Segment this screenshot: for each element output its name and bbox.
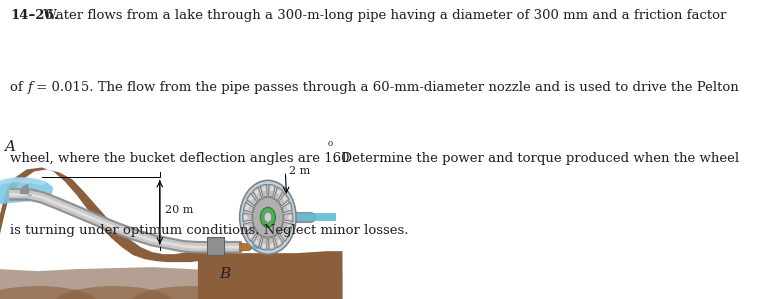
Polygon shape bbox=[253, 244, 260, 250]
Wedge shape bbox=[260, 237, 267, 250]
Wedge shape bbox=[260, 184, 267, 197]
Wedge shape bbox=[263, 187, 266, 191]
Wedge shape bbox=[249, 233, 253, 239]
Wedge shape bbox=[284, 213, 293, 222]
Wedge shape bbox=[244, 222, 253, 232]
Ellipse shape bbox=[129, 286, 251, 299]
Circle shape bbox=[240, 180, 296, 254]
Text: is turning under optimum conditions. Neglect minor losses.: is turning under optimum conditions. Neg… bbox=[10, 224, 409, 237]
Ellipse shape bbox=[205, 286, 327, 299]
Wedge shape bbox=[263, 243, 266, 248]
Circle shape bbox=[264, 212, 272, 222]
Wedge shape bbox=[277, 190, 281, 195]
Wedge shape bbox=[247, 228, 257, 242]
Text: Water flows from a lake through a 300-m-long pipe having a diameter of 300 mm an: Water flows from a lake through a 300-m-… bbox=[39, 9, 726, 22]
Text: of: of bbox=[10, 81, 27, 94]
Wedge shape bbox=[247, 193, 257, 206]
Wedge shape bbox=[277, 239, 281, 245]
Circle shape bbox=[260, 207, 275, 227]
Wedge shape bbox=[282, 233, 287, 239]
Wedge shape bbox=[274, 234, 283, 248]
Wedge shape bbox=[243, 213, 252, 222]
Text: A: A bbox=[5, 141, 15, 155]
Circle shape bbox=[253, 197, 283, 237]
Text: B: B bbox=[219, 267, 230, 281]
Text: o: o bbox=[328, 139, 333, 148]
Polygon shape bbox=[0, 177, 47, 185]
Wedge shape bbox=[253, 234, 262, 248]
Wedge shape bbox=[269, 184, 275, 197]
Wedge shape bbox=[270, 187, 273, 191]
Polygon shape bbox=[0, 177, 53, 204]
Wedge shape bbox=[274, 187, 283, 201]
Wedge shape bbox=[279, 228, 289, 242]
Wedge shape bbox=[287, 205, 291, 210]
Wedge shape bbox=[279, 193, 289, 206]
Wedge shape bbox=[287, 225, 291, 230]
Wedge shape bbox=[269, 237, 275, 250]
Text: 14–26.: 14–26. bbox=[10, 9, 59, 22]
Text: wheel, where the bucket deflection angles are 160: wheel, where the bucket deflection angle… bbox=[10, 152, 349, 165]
Wedge shape bbox=[253, 187, 262, 201]
Circle shape bbox=[244, 185, 292, 249]
Text: 20 m: 20 m bbox=[165, 205, 193, 215]
Wedge shape bbox=[244, 215, 247, 219]
Ellipse shape bbox=[0, 286, 99, 299]
Wedge shape bbox=[244, 202, 253, 213]
FancyBboxPatch shape bbox=[207, 237, 224, 255]
Wedge shape bbox=[245, 205, 249, 210]
Wedge shape bbox=[249, 196, 253, 202]
Wedge shape bbox=[255, 239, 259, 245]
Text: . Determine the power and torque produced when the wheel: . Determine the power and torque produce… bbox=[333, 152, 739, 165]
Text: f: f bbox=[27, 81, 32, 94]
Ellipse shape bbox=[53, 286, 175, 299]
Polygon shape bbox=[0, 167, 213, 299]
Text: 2 m: 2 m bbox=[289, 167, 310, 176]
Wedge shape bbox=[245, 225, 249, 230]
Wedge shape bbox=[255, 190, 259, 195]
Wedge shape bbox=[270, 243, 273, 248]
Polygon shape bbox=[0, 267, 342, 299]
Wedge shape bbox=[282, 222, 292, 232]
Wedge shape bbox=[282, 202, 292, 213]
Polygon shape bbox=[297, 213, 336, 221]
Wedge shape bbox=[282, 196, 287, 202]
Text: = 0.015. The flow from the pipe passes through a 60-mm-diameter nozzle and is us: = 0.015. The flow from the pipe passes t… bbox=[32, 81, 739, 94]
Circle shape bbox=[240, 181, 295, 253]
Polygon shape bbox=[198, 244, 342, 299]
Wedge shape bbox=[288, 215, 291, 219]
Polygon shape bbox=[240, 243, 253, 251]
